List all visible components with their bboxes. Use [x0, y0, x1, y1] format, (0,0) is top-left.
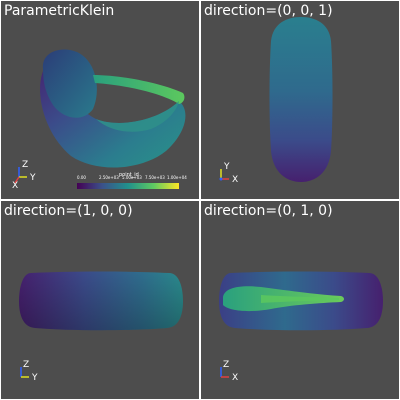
orientation-axes: Y X — [219, 162, 238, 185]
orientation-axes: Z Y X — [12, 160, 36, 189]
klein-bottle-perspective — [40, 49, 186, 168]
klein-bottle-top-view — [269, 17, 333, 182]
scalar-bar-ticks: 0.00 2.50e+03 5.00e+03 7.50e+03 1.00e+04 — [75, 175, 187, 183]
scalar-bar: point_id 0.00 2.50e+03 5.00e+03 7.50e+03… — [75, 172, 187, 194]
scalar-bar-title: point_id — [119, 172, 139, 178]
axis-label-up: Y — [223, 162, 230, 172]
scalar-bar-tick: 2.50e+03 — [99, 175, 119, 180]
klein-neck — [42, 49, 97, 118]
axis-label-up: Z — [23, 360, 29, 370]
axis-label-right: Y — [29, 173, 36, 183]
scalar-bar-colormap — [77, 183, 179, 189]
z-axis-dot — [219, 177, 223, 181]
klein-body — [40, 57, 186, 168]
klein-bottle-side-view — [19, 271, 183, 331]
scalar-bar-tick: 0.00 — [77, 175, 86, 180]
axis-label-right: X — [232, 175, 238, 185]
axis-label-up: Z — [223, 360, 229, 370]
axis-label-right: X — [232, 373, 238, 383]
viewport-title: direction=(1, 0, 0) — [4, 203, 133, 219]
viewport-direction-x[interactable]: direction=(1, 0, 0) Z Y — [1, 201, 199, 399]
klein-silhouette — [269, 17, 333, 182]
axis-label-diag: X — [12, 181, 18, 189]
orientation-axes: Z X — [220, 360, 238, 383]
scalar-bar-tick: 7.50e+03 — [145, 175, 165, 180]
orientation-axes: Z Y — [20, 360, 38, 383]
x-axis-line — [14, 176, 20, 184]
scalar-bar-tick: 1.00e+04 — [167, 175, 187, 180]
axis-label-right: Y — [31, 373, 38, 383]
viewport-direction-z[interactable]: direction=(0, 0, 1) Y X — [201, 1, 399, 199]
viewport-title: ParametricKlein — [4, 3, 115, 19]
scalar-bar-tick: 5.00e+03 — [122, 175, 142, 180]
klein-bottle-front-view — [219, 271, 383, 331]
viewport-direction-y[interactable]: direction=(0, 1, 0) Z X — [201, 201, 399, 399]
axis-label-up: Z — [22, 160, 28, 170]
klein-inner-band — [93, 75, 185, 104]
viewport-title: direction=(0, 1, 0) — [204, 203, 333, 219]
viewport-title: direction=(0, 0, 1) — [204, 3, 333, 19]
klein-band-lower — [96, 101, 179, 132]
viewport-parametric-klein[interactable]: ParametricKlein Z Y X point_id 0.00 2.50… — [1, 1, 199, 199]
